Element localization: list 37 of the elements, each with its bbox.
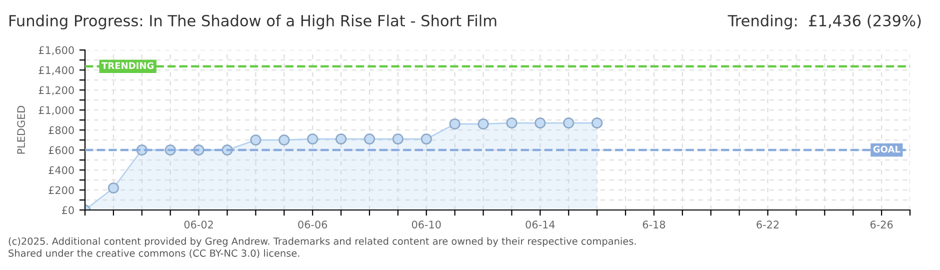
x-tick-label: 06-14 bbox=[526, 220, 555, 228]
point bbox=[420, 133, 432, 145]
point bbox=[108, 182, 120, 194]
point bbox=[335, 133, 347, 145]
y-tick-label: £1,400 bbox=[38, 66, 74, 76]
x-tick-label: 6-18 bbox=[642, 220, 666, 228]
x-tick-label: 6-26 bbox=[870, 220, 893, 228]
y-tick-label: £1,000 bbox=[38, 106, 74, 116]
ref-line-label: GOAL bbox=[873, 146, 900, 153]
point bbox=[478, 118, 489, 130]
y-tick-label: £600 bbox=[48, 146, 74, 154]
chart-title: Funding Progress: In The Shadow of a High Rise Flat - Short Film bbox=[10, 14, 496, 30]
point bbox=[250, 134, 262, 146]
point bbox=[592, 117, 603, 129]
y-axis-title: PLEDGED bbox=[17, 106, 26, 154]
text: (c)2025. Additional content provided by Greg Andrew. Trademarks and related content are owned by their respective companies. bbox=[8, 237, 636, 247]
ref-line-label: TRENDING bbox=[102, 62, 154, 70]
point bbox=[506, 117, 518, 129]
x-tick-label: 06-10 bbox=[412, 220, 441, 228]
point bbox=[563, 117, 574, 129]
y-tick-label: £800 bbox=[48, 126, 74, 134]
y-tick-label: £1,600 bbox=[38, 46, 74, 56]
point bbox=[278, 134, 290, 146]
chart-subtitle: Trending: £1,436 (239%) bbox=[728, 14, 921, 30]
y-tick-label: £1,200 bbox=[38, 86, 74, 96]
point bbox=[449, 118, 460, 130]
point bbox=[307, 133, 318, 145]
point bbox=[364, 133, 376, 145]
point bbox=[534, 117, 546, 129]
y-tick-label: £200 bbox=[48, 186, 74, 194]
point bbox=[392, 133, 404, 145]
x-tick-label: 06-06 bbox=[298, 220, 328, 228]
y-tick-label: £0 bbox=[62, 206, 74, 214]
x-tick-label: 6-22 bbox=[756, 220, 779, 228]
y-tick-label: £400 bbox=[48, 166, 74, 174]
x-tick-label: 06-02 bbox=[184, 220, 213, 228]
text: Shared under the creative commons (CC BY-NC 3.0) license. bbox=[8, 249, 300, 258]
